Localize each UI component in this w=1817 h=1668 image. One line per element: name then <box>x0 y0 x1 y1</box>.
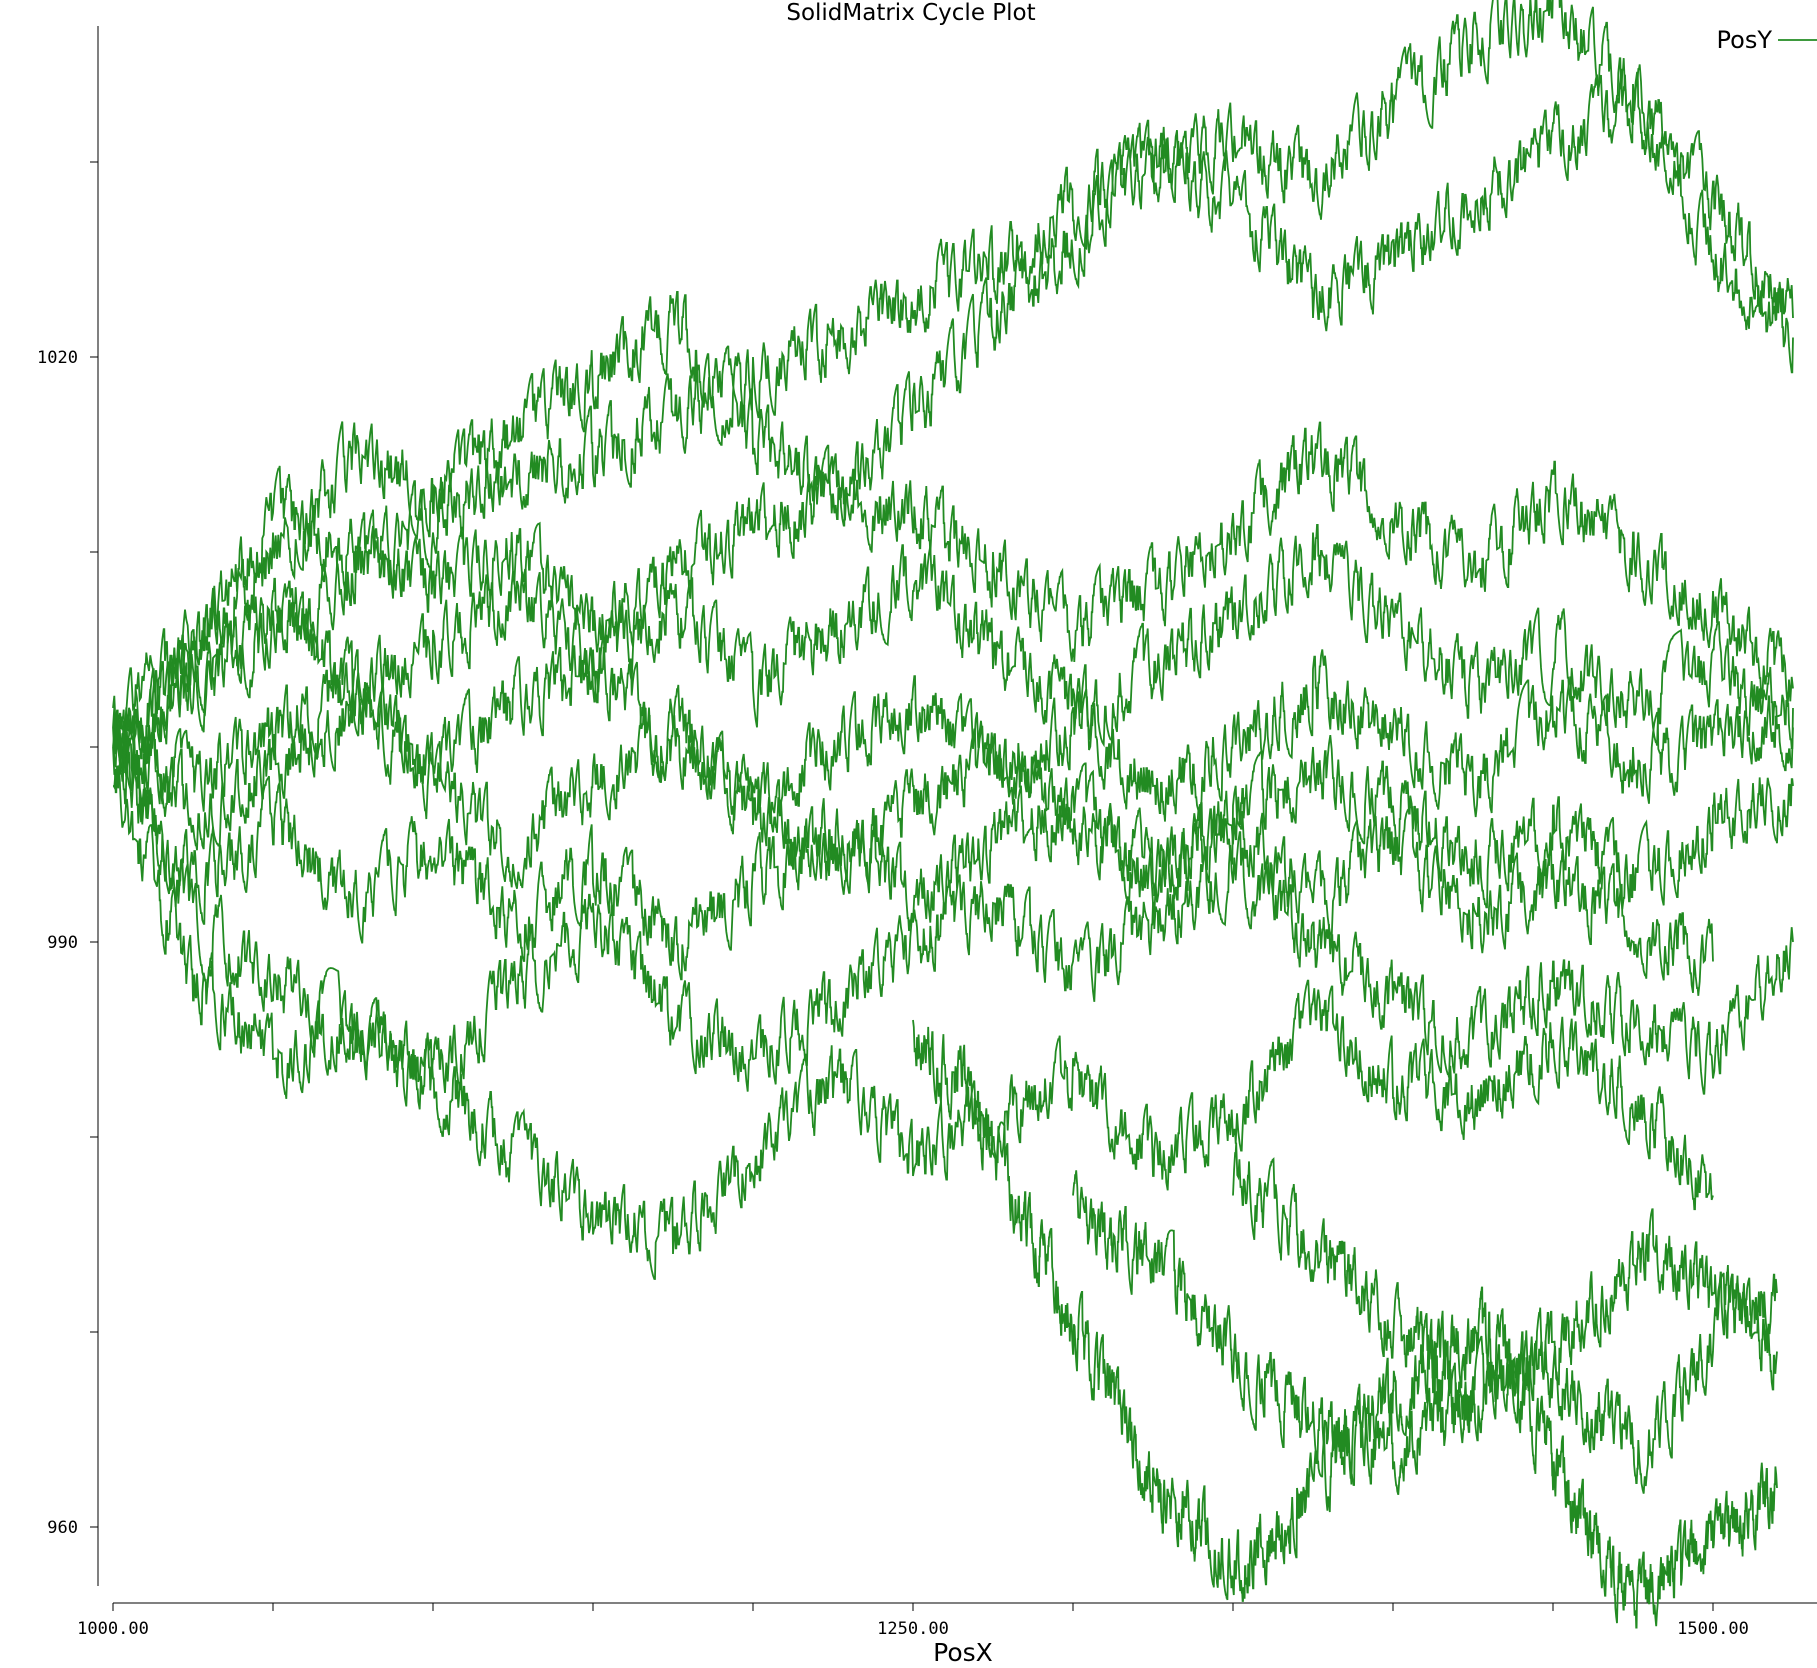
y-axis: 960 990 1020 <box>37 26 99 1586</box>
x-axis-label: PosX <box>933 1638 993 1667</box>
series-line <box>1072 1170 1778 1496</box>
series-line <box>112 734 1714 996</box>
x-tick-label: 1000.00 <box>77 1619 149 1639</box>
series-line <box>112 421 1794 792</box>
y-tick-label: 1020 <box>37 348 78 368</box>
series-line <box>912 1019 1778 1629</box>
y-tick-label: 960 <box>47 1518 78 1538</box>
plot-area <box>112 0 1794 1629</box>
legend-label: PosY <box>1717 26 1773 54</box>
series-line <box>112 524 1794 782</box>
series-line <box>112 64 1794 759</box>
x-tick-label: 1250.00 <box>877 1619 949 1639</box>
series-line <box>112 672 1794 910</box>
y-tick-label: 990 <box>47 933 78 953</box>
x-axis: 1000.00 1250.00 1500.00 <box>77 1602 1817 1639</box>
series-line <box>112 0 1794 772</box>
series-line <box>112 765 1794 1110</box>
x-tick-label: 1500.00 <box>1677 1619 1749 1639</box>
legend: PosY <box>1717 26 1817 54</box>
series-line <box>112 714 1714 1280</box>
series-line <box>112 634 1794 833</box>
series-line <box>1232 1142 1778 1442</box>
chart-title: SolidMatrix Cycle Plot <box>786 0 1035 26</box>
